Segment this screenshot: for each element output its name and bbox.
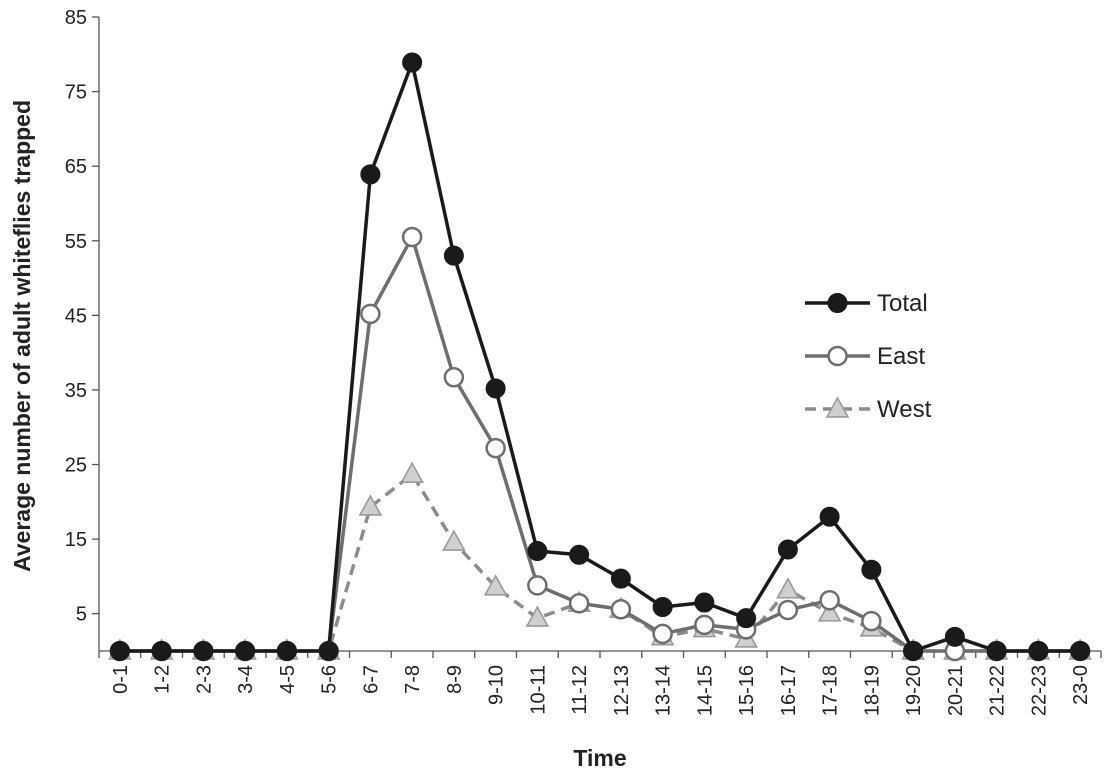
data-point-total <box>1070 641 1091 661</box>
x-tick-label: 1-2 <box>152 665 174 694</box>
x-tick-label: 21-22 <box>987 665 1009 716</box>
legend-label: West <box>877 396 932 423</box>
data-point-east <box>485 437 506 459</box>
legend: Total East West <box>805 290 932 423</box>
series-line-total <box>119 60 1081 653</box>
legend-item-west: West <box>805 396 932 423</box>
x-tick-label: 9-10 <box>486 665 508 705</box>
data-point-west <box>776 577 800 599</box>
x-tick-label: 13-14 <box>653 665 675 716</box>
axes: 5 15 25 35 45 55 65 75 85 0-1 1-2 2-3 3-4 4-5 5-6 6-7 7-… <box>65 7 1102 716</box>
data-point-total <box>443 245 464 266</box>
x-tick-label: 5-6 <box>319 665 341 694</box>
data-point-east <box>527 575 548 596</box>
x-tick-label: 19-20 <box>903 665 925 716</box>
data-point-total <box>944 626 965 647</box>
x-tick-label: 8-9 <box>444 665 466 694</box>
data-point-east <box>819 590 840 611</box>
data-point-total <box>903 641 924 661</box>
x-tick-label: 12-13 <box>611 665 633 716</box>
data-point-west <box>358 494 383 516</box>
data-point-west <box>400 461 424 483</box>
data-point-total <box>652 596 673 617</box>
x-axis-title: Time <box>573 745 626 769</box>
series-line-east <box>119 235 1081 653</box>
y-tick-label: 45 <box>65 305 87 327</box>
data-point-west <box>483 574 508 596</box>
y-tick-label: 35 <box>65 380 87 402</box>
legend-item-total: Total <box>805 290 928 317</box>
data-point-west <box>442 529 466 551</box>
x-tick-label: 10-11 <box>527 665 549 715</box>
x-tick-label: 6-7 <box>360 665 382 694</box>
data-point-total <box>360 164 381 185</box>
series-east <box>109 226 1091 662</box>
x-tick-label: 14-15 <box>694 665 716 716</box>
legend-item-east: East <box>805 343 925 370</box>
y-tick-label: 25 <box>65 455 87 477</box>
x-tick-label: 2-3 <box>193 665 215 694</box>
data-point-total <box>235 641 256 661</box>
data-point-west <box>525 605 550 627</box>
x-tick-label: 15-16 <box>736 665 758 716</box>
x-tick-label: 23-0 <box>1070 665 1092 705</box>
series-line-west <box>119 472 1081 653</box>
x-tick-label: 3-4 <box>235 665 257 694</box>
data-point-west <box>817 600 842 622</box>
legend-marker-total <box>827 293 848 313</box>
data-point-total <box>276 641 297 661</box>
series-total <box>109 52 1091 661</box>
x-tick-label: 4-5 <box>277 665 299 694</box>
y-tick-label: 15 <box>65 529 87 551</box>
data-point-total <box>109 641 130 661</box>
data-point-east <box>652 623 673 645</box>
y-tick-label: 75 <box>65 82 87 104</box>
x-tick-label: 7-8 <box>402 665 424 694</box>
data-point-east <box>401 226 423 248</box>
data-point-east <box>610 598 632 620</box>
data-point-total <box>610 568 631 589</box>
x-tick-label: 0-1 <box>110 665 132 694</box>
data-point-total <box>485 378 506 399</box>
data-point-east <box>777 599 799 621</box>
legend-marker-west <box>825 396 850 418</box>
data-point-total <box>151 641 172 661</box>
series-layer <box>108 52 1092 662</box>
data-point-east <box>694 614 715 636</box>
legend-marker-east <box>827 345 848 367</box>
data-point-total <box>402 52 423 73</box>
y-axis-title: Average number of adult whiteflies trapp… <box>9 100 35 572</box>
data-point-total <box>777 539 798 560</box>
y-tick-label: 5 <box>76 604 87 626</box>
data-point-total <box>1028 641 1049 661</box>
data-point-total <box>986 641 1007 661</box>
data-point-total <box>527 541 548 562</box>
data-point-total <box>861 559 882 580</box>
x-tick-label: 22-23 <box>1028 665 1050 716</box>
data-point-total <box>318 641 339 661</box>
legend-label: East <box>877 343 925 370</box>
data-point-east <box>360 303 381 325</box>
data-point-east <box>568 593 590 614</box>
legend-label: Total <box>877 290 928 317</box>
x-tick-label: 18-19 <box>861 665 883 716</box>
x-tick-label: 11-12 <box>569 665 591 715</box>
y-tick-label: 85 <box>65 7 87 29</box>
data-point-east <box>861 610 882 632</box>
x-tick-label: 16-17 <box>778 665 800 716</box>
y-tick-label: 65 <box>65 156 87 178</box>
data-point-total <box>193 641 214 661</box>
data-point-total <box>819 506 840 527</box>
y-tick-label: 55 <box>65 231 87 253</box>
data-point-total <box>569 544 590 565</box>
x-tick-label: 20-21 <box>945 665 967 716</box>
data-point-total <box>694 592 715 613</box>
x-tick-label: 17-18 <box>820 665 842 716</box>
series-west <box>108 461 1092 660</box>
data-point-total <box>736 608 757 629</box>
data-point-east <box>443 367 465 388</box>
